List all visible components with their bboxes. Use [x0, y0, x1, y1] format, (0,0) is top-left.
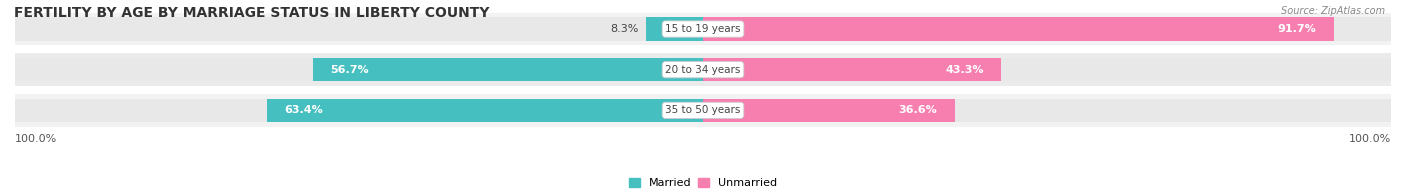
Bar — [15, 99, 1391, 122]
Text: FERTILITY BY AGE BY MARRIAGE STATUS IN LIBERTY COUNTY: FERTILITY BY AGE BY MARRIAGE STATUS IN L… — [14, 6, 489, 20]
Text: 8.3%: 8.3% — [610, 24, 640, 34]
Text: 91.7%: 91.7% — [1278, 24, 1316, 34]
Bar — [15, 54, 1391, 86]
Text: 63.4%: 63.4% — [284, 105, 323, 115]
Bar — [15, 94, 1391, 127]
Bar — [645, 17, 703, 41]
Bar — [703, 17, 1334, 41]
Bar — [15, 17, 1391, 41]
Text: 100.0%: 100.0% — [15, 134, 58, 144]
Bar — [703, 58, 1001, 82]
Text: 56.7%: 56.7% — [330, 65, 368, 75]
Text: 35 to 50 years: 35 to 50 years — [665, 105, 741, 115]
Bar — [314, 58, 703, 82]
Bar — [15, 13, 1391, 45]
Bar — [15, 58, 1391, 82]
Text: Source: ZipAtlas.com: Source: ZipAtlas.com — [1281, 6, 1385, 16]
Text: 20 to 34 years: 20 to 34 years — [665, 65, 741, 75]
Text: 100.0%: 100.0% — [1348, 134, 1391, 144]
Text: 43.3%: 43.3% — [945, 65, 984, 75]
Text: 36.6%: 36.6% — [898, 105, 938, 115]
Bar — [703, 99, 955, 122]
Legend: Married, Unmarried: Married, Unmarried — [628, 178, 778, 188]
Bar — [267, 99, 703, 122]
Text: 15 to 19 years: 15 to 19 years — [665, 24, 741, 34]
